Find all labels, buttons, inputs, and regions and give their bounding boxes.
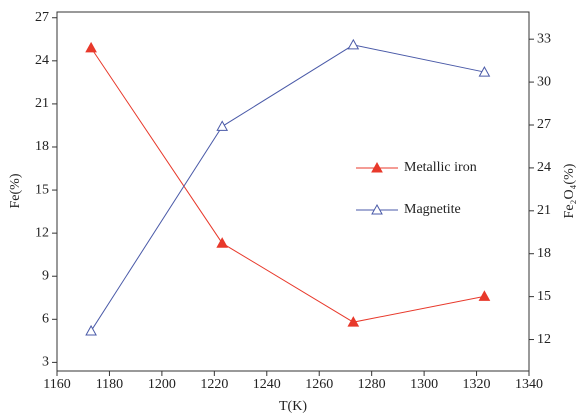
- y-tick-label: 21: [35, 96, 49, 111]
- x-tick-label: 1240: [253, 377, 281, 392]
- y2-tick-label: 12: [537, 332, 551, 347]
- y2-tick-label: 18: [537, 246, 551, 261]
- y2-tick-label: 30: [537, 74, 551, 89]
- x-tick-label: 1340: [515, 377, 543, 392]
- y-tick-label: 18: [35, 139, 49, 154]
- y2-tick-label: 15: [537, 289, 551, 304]
- marker: [216, 120, 229, 131]
- y2-tick-label: 21: [537, 203, 551, 218]
- legend-label: Metallic iron: [404, 160, 477, 175]
- x-axis-label: T(K): [279, 399, 307, 414]
- y-tick-label: 24: [35, 53, 49, 68]
- legend-marker: [371, 161, 383, 173]
- plot-frame: [56, 11, 530, 372]
- series-line: [90, 44, 485, 332]
- series-line: [90, 47, 485, 323]
- marker: [347, 38, 360, 50]
- marker: [347, 316, 360, 327]
- y-axis-label: Fe(%): [8, 173, 23, 208]
- y-tick-label: 6: [42, 312, 49, 327]
- x-tick-label: 1300: [410, 377, 438, 392]
- y-tick-label: 9: [42, 268, 49, 283]
- y2-tick-label: 24: [537, 160, 551, 175]
- marker: [85, 324, 97, 336]
- x-tick-label: 1280: [358, 377, 386, 392]
- marker: [478, 66, 491, 77]
- legend-marker: [371, 203, 383, 215]
- x-tick-label: 1160: [43, 377, 70, 392]
- y-tick-label: 3: [42, 355, 49, 370]
- x-tick-label: 1320: [463, 377, 491, 392]
- x-tick-label: 1200: [148, 377, 176, 392]
- y2-tick-label: 33: [537, 31, 551, 46]
- y-tick-label: 12: [35, 225, 49, 240]
- y-tick-label: 27: [35, 10, 49, 25]
- x-tick-label: 1260: [305, 377, 333, 392]
- legend-label: Magnetite: [404, 202, 461, 217]
- marker: [478, 290, 491, 301]
- x-tick-label: 1220: [200, 377, 228, 392]
- marker: [85, 41, 97, 53]
- marker: [216, 237, 229, 248]
- y2-tick-label: 27: [537, 117, 551, 132]
- y2-axis-label: Fe₂O₄(%): [562, 163, 577, 218]
- y-tick-label: 15: [35, 182, 49, 197]
- x-tick-label: 1180: [96, 377, 123, 392]
